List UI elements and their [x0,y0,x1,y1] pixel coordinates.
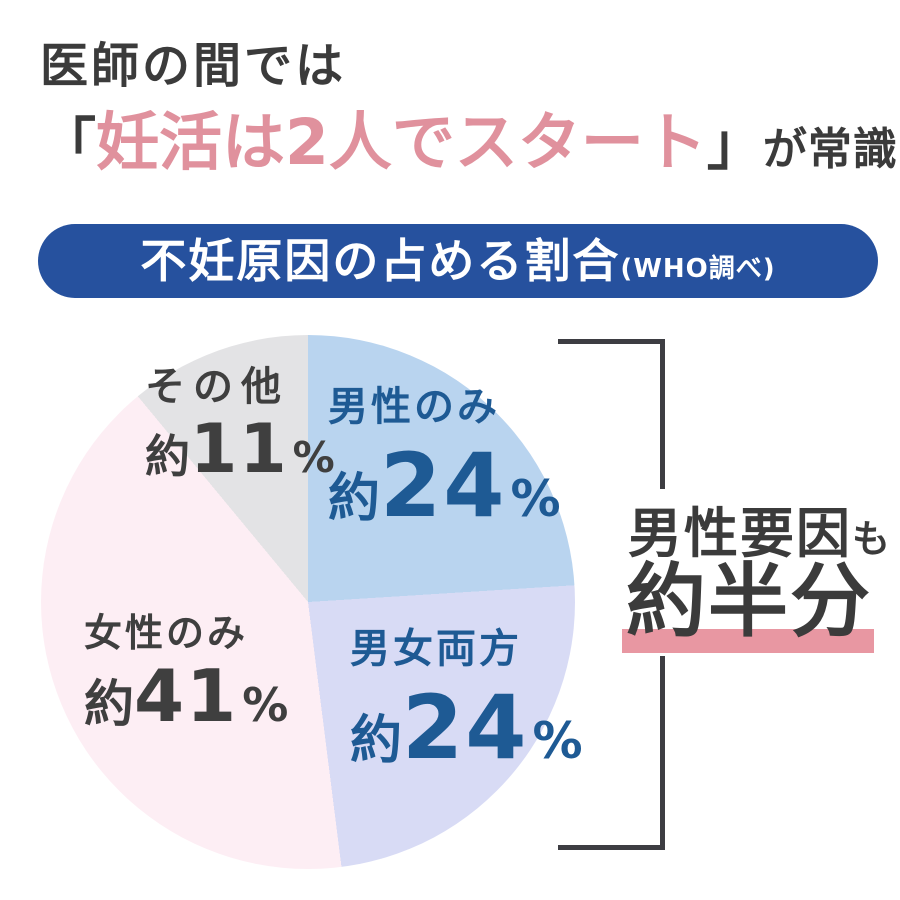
header-highlight: 妊活は2人でスタート [96,105,707,179]
approx-prefix: 約 [350,711,403,771]
slice-value: 約 11 % [145,416,335,484]
slice-label-other: その他 約 11 % [145,364,335,484]
percent-sign: % [242,677,289,732]
annotation-line1: 男性要因も [628,502,893,565]
pie-chart [41,335,575,869]
header-section: 医師の間では 「 妊活は2人でスタート 」 が常識！ [40,38,900,179]
slice-category-label: 男女両方 [350,626,522,672]
value-number: 41 [134,653,239,738]
value-number: 24 [380,434,507,537]
header-line1: 医師の間では [40,38,347,94]
percent-sign: % [510,470,561,528]
slice-value: 約 24 % [328,442,561,530]
slice-label-both-sexes: 男女両方 約 24 % [350,626,583,772]
slice-category-label: その他 [145,364,289,410]
slice-category-label: 女性のみ [84,611,249,655]
slice-label-female-only: 女性のみ 約 41 % [84,611,288,732]
value-number: 24 [402,676,529,779]
right-bracket-top-line [558,339,665,344]
slice-category-label: 男性のみ [328,384,500,430]
header-line2: 「 妊活は2人でスタート 」 が常識！ [40,105,900,179]
value-number: 11 [190,410,289,489]
right-bracket-vertical-top [660,339,665,489]
slice-value: 約 24 % [350,684,583,772]
percent-sign: % [292,433,335,482]
annotation-line1-text: 男性要因 [628,502,852,565]
percent-sign: % [532,712,583,770]
banner-title: 不妊原因の占める割合 [140,234,621,288]
approx-prefix: 約 [328,469,381,529]
annotation-line1-suffix: も [852,517,893,561]
approx-half-underline [622,629,874,653]
banner-source-note: (WHO調べ) [620,254,776,284]
close-quote-bracket: 」 [706,112,763,178]
approx-prefix: 約 [84,674,134,733]
right-bracket-vertical-bottom [660,656,665,850]
title-banner: 不妊原因の占める割合 (WHO調べ) [38,224,878,298]
approx-half-text: 約半分 [626,555,872,648]
open-quote-bracket: 「 [40,112,96,178]
approx-prefix: 約 [145,430,191,483]
right-bracket-bottom-line [558,845,665,850]
slice-value: 約 41 % [84,660,288,732]
header-suffix: が常識！ [762,123,900,175]
slice-label-male-only: 男性のみ 約 24 % [328,384,561,530]
